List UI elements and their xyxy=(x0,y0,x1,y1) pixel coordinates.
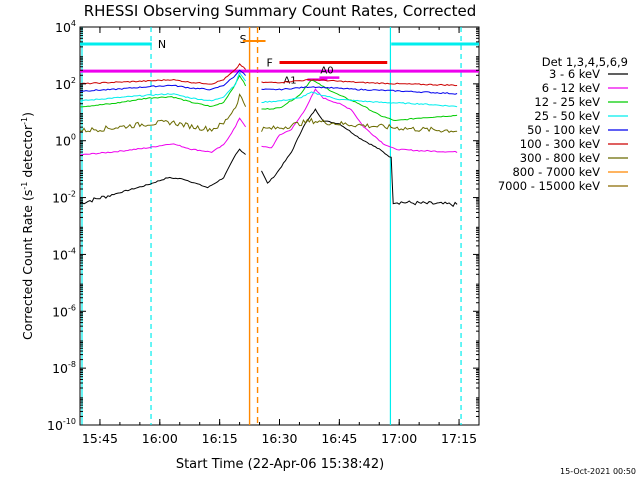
y-tick-label: 102 xyxy=(55,76,76,92)
y-tick-base: 10 xyxy=(52,247,68,262)
series-line-50-100-keV xyxy=(79,69,458,95)
y-label-main: Corrected Count Rate (s xyxy=(20,190,35,340)
flare-label: F xyxy=(267,57,273,70)
legend-label: 800 - 7000 keV xyxy=(512,165,600,179)
y-tick-base: 10 xyxy=(52,361,68,376)
series-line-300-800-keV xyxy=(79,93,458,133)
x-tick-label: 17:15 xyxy=(441,431,477,446)
x-tick-label: 16:45 xyxy=(321,431,357,446)
y-tick-exponent: -8 xyxy=(68,360,76,369)
y-label-mid: detector xyxy=(20,124,35,182)
chart-title: RHESSI Observing Summary Count Rates, Co… xyxy=(84,2,477,20)
x-tick-label: 15:45 xyxy=(82,431,118,446)
legend-label: 7000 - 15000 keV xyxy=(498,179,600,193)
y-tick-base: 10 xyxy=(55,77,71,92)
y-tick-label: 10-6 xyxy=(52,303,76,319)
y-tick-base: 10 xyxy=(47,418,63,433)
y-tick-label: 10-2 xyxy=(52,190,76,206)
series-line-25-50-keV xyxy=(79,71,458,108)
y-tick-label: 100 xyxy=(55,133,76,149)
y-label-sup2: -1 xyxy=(20,117,29,125)
y-tick-label: 104 xyxy=(55,19,76,35)
legend-label: 3 - 6 keV xyxy=(549,67,600,81)
x-tick-label: 16:00 xyxy=(142,431,178,446)
att1-label: A1 xyxy=(283,76,296,87)
y-tick-label: 10-10 xyxy=(47,417,76,433)
legend-label: 6 - 12 keV xyxy=(542,81,600,95)
legend-label: 50 - 100 keV xyxy=(527,123,600,137)
y-tick-label: 10-4 xyxy=(52,246,76,262)
y-axis-label: Corrected Count Rate (s-1 detector-1) xyxy=(20,112,35,340)
x-tick-label: 17:00 xyxy=(381,431,417,446)
y-tick-base: 10 xyxy=(55,134,71,149)
series-line-3-6-keV xyxy=(79,108,458,208)
legend-title: Det 1,3,4,5,6,9 xyxy=(542,55,628,69)
att0-label: A0 xyxy=(320,66,333,77)
y-tick-exponent: 0 xyxy=(71,133,76,142)
y-tick-exponent: -2 xyxy=(68,190,76,199)
series-line-6-12-keV xyxy=(79,88,458,156)
y-tick-base: 10 xyxy=(52,191,68,206)
x-tick-label: 16:15 xyxy=(202,431,238,446)
legend-label: 300 - 800 keV xyxy=(520,151,600,165)
axis-layer: 15:45 16:00 16:15 16:30 16:45 17:00 17:1510410… xyxy=(47,19,480,446)
y-tick-exponent: 2 xyxy=(71,76,76,85)
series-layer xyxy=(79,62,458,208)
y-tick-exponent: 4 xyxy=(71,19,76,28)
series-line-100-300-keV xyxy=(79,62,458,87)
y-label-end: ) xyxy=(20,112,35,117)
y-tick-exponent: -6 xyxy=(68,303,76,312)
y-label-sup1: -1 xyxy=(20,182,29,190)
legend-label: 100 - 300 keV xyxy=(520,137,600,151)
timestamp: 15-Oct-2021 00:50 xyxy=(560,467,636,476)
night-label: N xyxy=(158,38,166,51)
y-tick-exponent: -4 xyxy=(68,246,76,255)
x-axis-label: Start Time (22-Apr-06 15:38:42) xyxy=(176,457,384,472)
saa-label: S xyxy=(240,33,247,46)
y-tick-base: 10 xyxy=(55,20,71,35)
series-line-12-25-keV xyxy=(79,74,458,122)
legend-label: 25 - 50 keV xyxy=(534,109,600,123)
y-tick-exponent: -10 xyxy=(63,417,76,426)
legend-label: 12 - 25 keV xyxy=(534,95,600,109)
y-tick-label: 10-8 xyxy=(52,360,76,376)
y-tick-base: 10 xyxy=(52,304,68,319)
x-tick-label: 16:30 xyxy=(261,431,297,446)
